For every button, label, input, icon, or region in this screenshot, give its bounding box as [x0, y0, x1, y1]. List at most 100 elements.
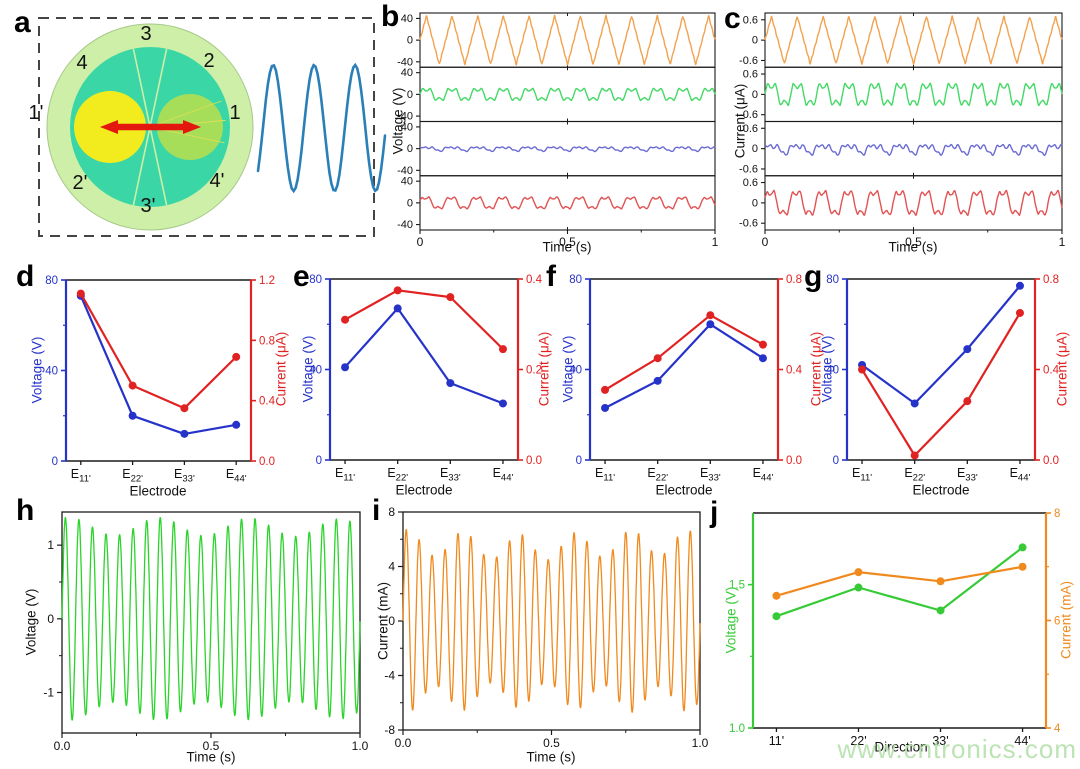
svg-text:4: 4: [388, 560, 395, 574]
panel-j-xlabel: Direction: [874, 739, 928, 755]
svg-text:0.5: 0.5: [559, 235, 576, 249]
svg-text:-0.6: -0.6: [739, 55, 758, 67]
svg-text:0.5: 0.5: [905, 235, 922, 249]
svg-text:E33': E33': [174, 467, 195, 485]
svg-text:E44': E44': [753, 466, 774, 484]
svg-text:1: 1: [229, 102, 240, 124]
panel-i-ylabel: Current (mA): [375, 581, 391, 661]
panel-e-left-ylabel: Voltage (V): [300, 335, 316, 403]
svg-text:-0.6: -0.6: [739, 218, 758, 230]
svg-text:1': 1': [29, 102, 44, 124]
svg-text:-0.6: -0.6: [739, 109, 758, 121]
svg-text:E22': E22': [122, 467, 143, 485]
svg-text:80: 80: [45, 275, 58, 287]
panel-letter-c: c: [724, 2, 741, 35]
svg-text:0.4: 0.4: [259, 396, 276, 408]
panel-letter-g: g: [804, 260, 823, 293]
svg-text:80: 80: [309, 274, 322, 286]
svg-text:0: 0: [407, 143, 413, 155]
panel-h-ylabel: Voltage (V): [23, 588, 39, 656]
svg-text:0.6: 0.6: [743, 69, 758, 81]
panel-b-xlabel: Time (s): [542, 239, 592, 255]
svg-text:-40: -40: [397, 111, 413, 123]
svg-text:0: 0: [52, 456, 58, 468]
svg-text:E11': E11': [595, 466, 615, 484]
svg-text:0: 0: [407, 35, 413, 47]
svg-text:-40: -40: [397, 219, 413, 231]
svg-text:-4: -4: [384, 669, 395, 683]
svg-text:40: 40: [401, 13, 413, 25]
panel-letter-f: f: [546, 260, 556, 293]
panel-g-chart: 0 40 80 0.0 0.4 0.8 E11' E22' E33' E44': [826, 274, 1059, 484]
svg-text:6: 6: [1054, 616, 1060, 628]
panel-a-schematic: 3 2 4 1' 1 2' 4' 3': [29, 17, 387, 237]
svg-text:80: 80: [826, 274, 839, 286]
svg-text:40: 40: [309, 365, 322, 377]
svg-text:E44': E44': [226, 467, 247, 485]
watermark: www.cntronics.com: [837, 734, 1077, 764]
svg-text:33': 33': [932, 734, 948, 748]
panel-d-xlabel: Electrode: [129, 483, 187, 499]
svg-text:1.0: 1.0: [729, 723, 745, 735]
svg-text:0.6: 0.6: [743, 14, 758, 26]
svg-text:E22': E22': [647, 466, 668, 484]
svg-text:44': 44': [1014, 734, 1030, 748]
svg-text:40: 40: [45, 366, 58, 378]
panel-c-chart: 0.6 0 -0.6 0.6 0 -0.6 0.6 0 -0.6 0.6 0 -0.6 0 0.5 1: [739, 12, 1066, 249]
svg-text:0: 0: [407, 197, 413, 209]
svg-text:0: 0: [316, 455, 322, 467]
svg-text:1: 1: [47, 538, 54, 552]
svg-text:E44': E44': [1010, 466, 1031, 484]
svg-text:0.6: 0.6: [743, 177, 758, 189]
svg-text:11': 11': [769, 734, 784, 748]
panel-f-xlabel: Electrode: [655, 482, 713, 498]
svg-text:0.0: 0.0: [786, 455, 802, 467]
panel-g-left-ylabel: Voltage (V): [819, 335, 835, 403]
svg-text:0.5: 0.5: [203, 739, 220, 753]
svg-text:-40: -40: [397, 56, 413, 68]
svg-text:E33': E33': [700, 466, 721, 484]
panel-e-right-ylabel: Current (μA): [536, 331, 552, 407]
panel-g-right-ylabel: Current (μA): [1054, 331, 1070, 407]
panel-letter-e: e: [293, 260, 310, 293]
svg-text:40: 40: [401, 176, 413, 188]
panel-letter-a: a: [14, 6, 31, 39]
panel-c-xlabel: Time (s): [888, 239, 938, 255]
svg-text:4: 4: [76, 52, 87, 74]
panel-d-chart: 0 40 80 0.0 0.4 0.8 1.2 E11' E22' E33' E44': [45, 275, 275, 485]
svg-text:0: 0: [752, 143, 758, 155]
svg-text:0.8: 0.8: [1043, 274, 1059, 286]
panel-letter-d: d: [16, 260, 35, 293]
svg-text:4: 4: [1054, 723, 1061, 735]
svg-text:2': 2': [73, 172, 88, 194]
panel-f-left-ylabel: Voltage (V): [560, 335, 576, 403]
svg-text:1: 1: [712, 235, 719, 249]
panel-c-ylabel: Current (μA): [732, 83, 748, 159]
panel-letter-j: j: [710, 496, 719, 529]
svg-text:E22': E22': [387, 466, 408, 484]
svg-text:1.0: 1.0: [692, 736, 709, 750]
panel-e-xlabel: Electrode: [395, 482, 453, 498]
svg-text:40: 40: [569, 365, 582, 377]
panel-letter-b: b: [381, 0, 400, 33]
svg-text:40: 40: [826, 365, 839, 377]
svg-text:0: 0: [752, 89, 758, 101]
panel-j-chart: 1.0 1.5 4 6 8 11' 22' 33' 44': [729, 508, 1061, 748]
panel-d-left-ylabel: Voltage (V): [29, 336, 45, 404]
svg-text:E33': E33': [957, 466, 978, 484]
panel-letter-i: i: [372, 494, 381, 527]
svg-text:0: 0: [752, 197, 758, 209]
svg-text:2: 2: [203, 50, 214, 72]
panel-g-xlabel: Electrode: [912, 482, 970, 498]
svg-text:0.4: 0.4: [1043, 365, 1060, 377]
panel-i-chart: 8 4 0 -4 -80.0 0.5 1.0: [384, 505, 708, 750]
svg-text:40: 40: [401, 121, 413, 133]
panel-b-ylabel: Voltage (V): [390, 87, 406, 155]
svg-text:E44': E44': [493, 466, 514, 484]
svg-text:0.0: 0.0: [1043, 455, 1059, 467]
panel-h-xlabel: Time (s): [186, 749, 236, 765]
panel-f-chart: 0 40 80 0.0 0.4 0.8 E11' E22' E33' E44': [569, 274, 802, 484]
